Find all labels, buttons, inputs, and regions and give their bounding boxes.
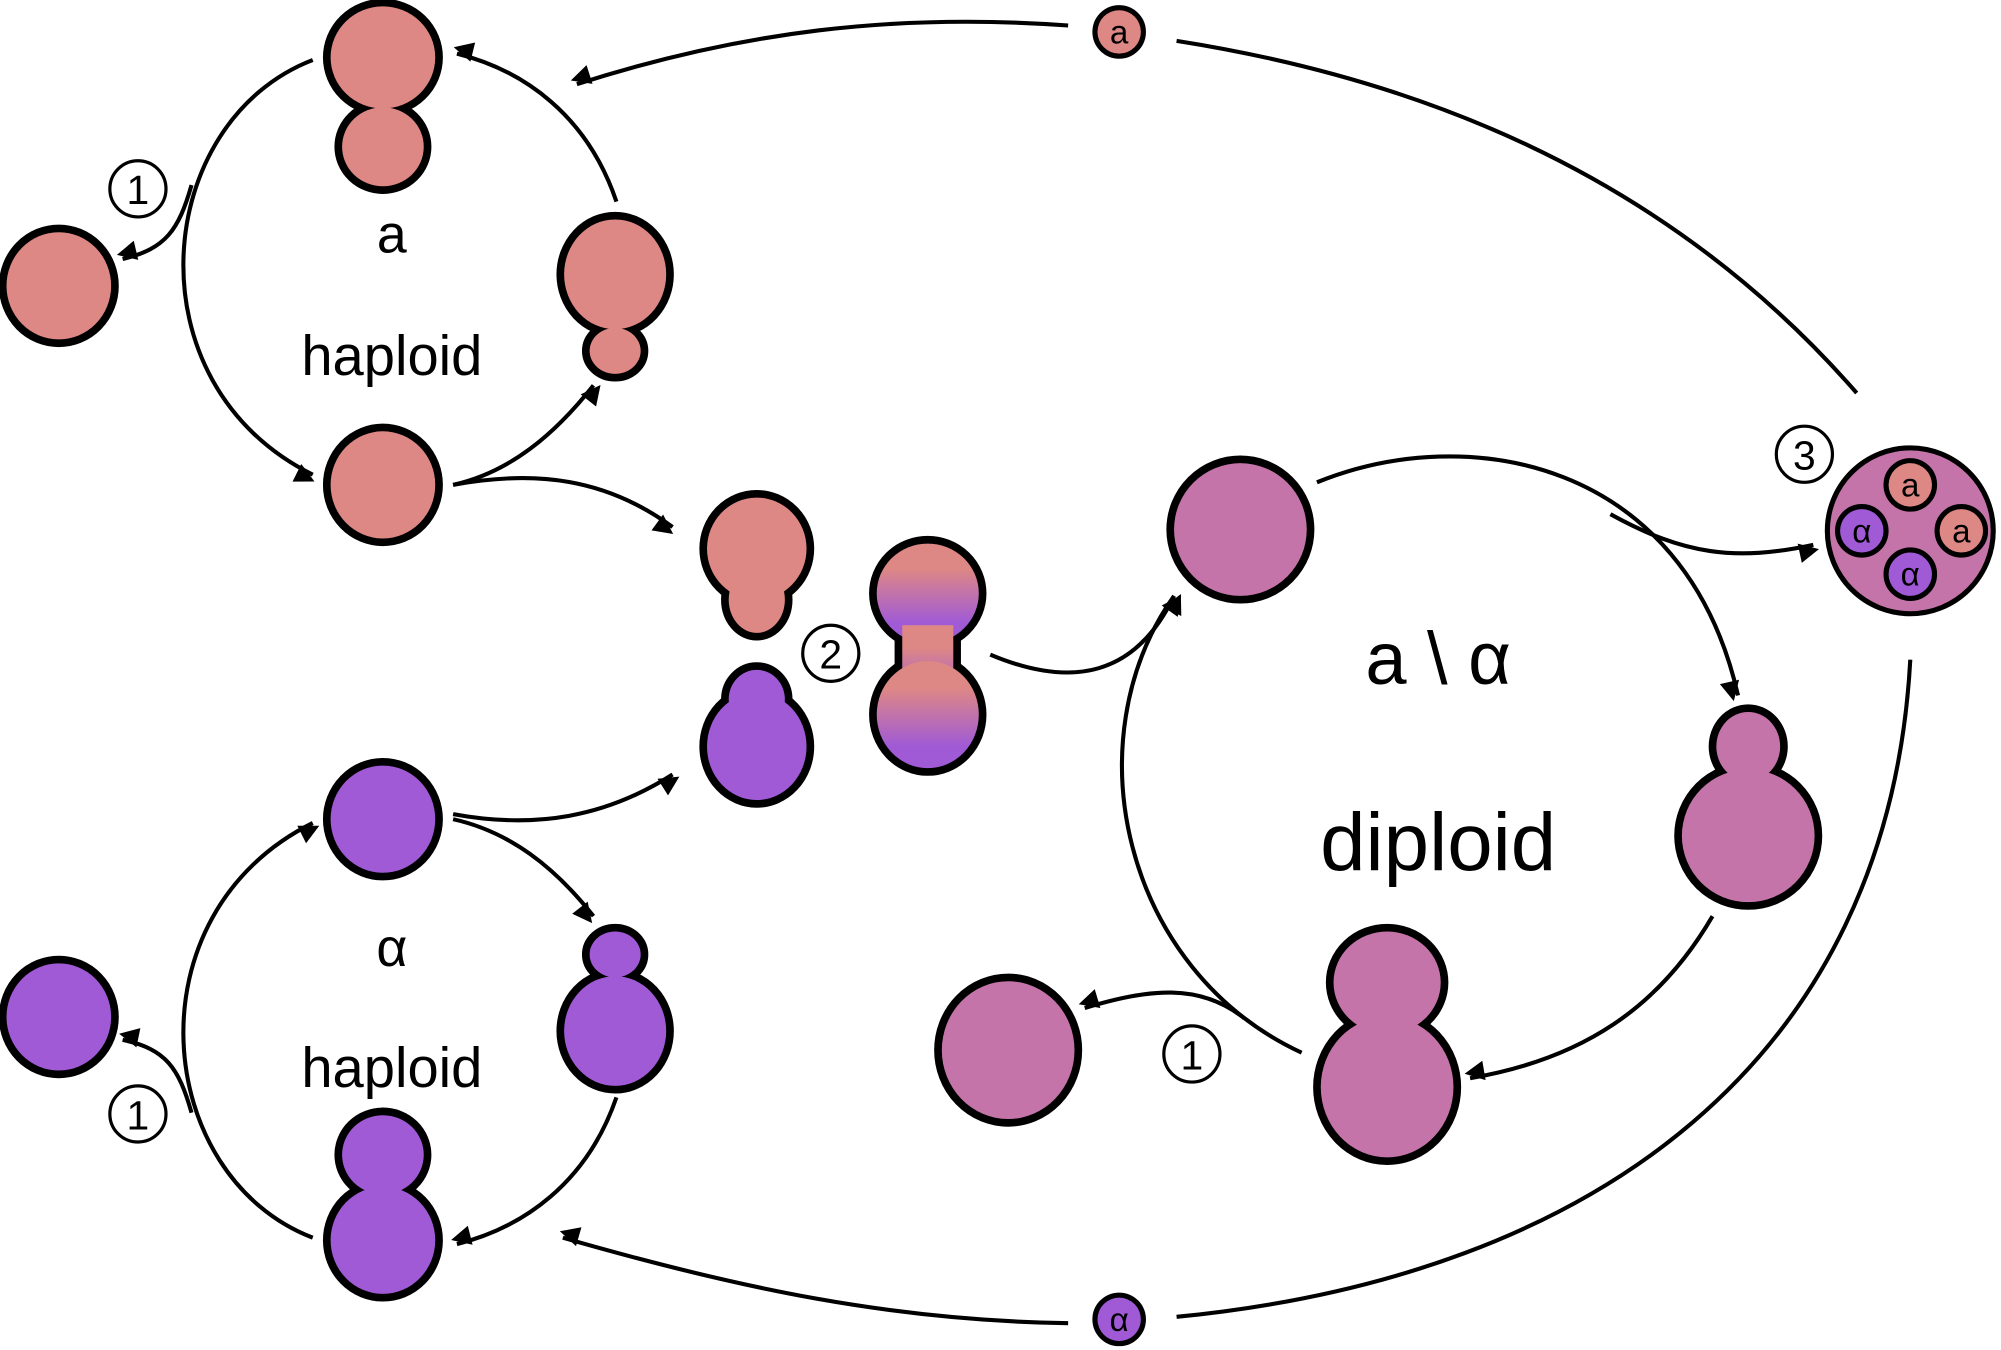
- arrow-diploid-cycle-top: [1316, 454, 1741, 702]
- arrow-alpha-bud: [452, 817, 596, 924]
- arrow-a-cycle-left: [181, 58, 315, 482]
- alpha-mating-type-label: α: [376, 918, 407, 978]
- svg-text:1: 1: [127, 1092, 150, 1138]
- a-cell: [322, 423, 443, 547]
- arrow-alpha-to-mating: [452, 772, 680, 823]
- arrow-a-to-mating: [452, 476, 674, 535]
- tetrad-spore-a: a: [1883, 458, 1938, 512]
- arrow-alpha-release: [119, 1028, 194, 1114]
- tetrad-spore-a: a: [1934, 504, 1989, 558]
- tetrad-spore-alpha: α: [1834, 504, 1889, 558]
- spore-label: a: [1901, 467, 1920, 504]
- arrows: [116, 19, 1913, 1326]
- arrow-a-cycle-right: [453, 42, 619, 203]
- step-1-alpha-budding: 1: [108, 1084, 168, 1144]
- a-shmoo: [699, 489, 815, 641]
- step-3-sporulation: 3: [1774, 424, 1835, 484]
- tetrad-ascus: [1824, 445, 1996, 617]
- a-cell-released: [0, 224, 119, 348]
- arrow-tetrad-to-alpha-spore: [1176, 659, 1913, 1319]
- svg-text:2: 2: [819, 632, 842, 678]
- alpha-cell-budding: [556, 923, 674, 1094]
- alpha-haploid-label: haploid: [301, 1036, 482, 1099]
- arrow-diploid-cycle-right: [1464, 915, 1715, 1081]
- arrow-a-bud: [452, 384, 601, 487]
- a-cell-budding: [556, 211, 674, 382]
- step-1-diploid-budding: 1: [1162, 1024, 1222, 1084]
- spore-label: α: [1110, 1302, 1129, 1339]
- diploid-cell-released: [934, 973, 1083, 1127]
- spore-label: a: [1110, 14, 1129, 51]
- tetrad-spore-alpha: α: [1883, 547, 1938, 601]
- diploid-mating-type-label: a \ α: [1365, 617, 1511, 700]
- free-spore-alpha: α: [1092, 1292, 1146, 1347]
- diploid-label: diploid: [1320, 797, 1556, 888]
- diploid-cell: [1166, 455, 1315, 604]
- spore-label: α: [1852, 513, 1871, 550]
- alpha-cell-dividing: [322, 1107, 443, 1302]
- arrow-alpha-cycle-right: [451, 1096, 619, 1247]
- a-mating-type-label: a: [377, 205, 407, 265]
- a-cell-dividing: [322, 0, 443, 194]
- arrow-diploid-cycle-left: [1120, 594, 1303, 1055]
- svg-text:1: 1: [1181, 1032, 1204, 1078]
- arrow-diploid-release: [1078, 989, 1246, 1020]
- step-1-a-budding: 1: [108, 159, 168, 219]
- spore-label: α: [1901, 557, 1920, 594]
- arrow-a-release: [116, 184, 194, 262]
- arrow-tetrad-to-a-spore: [1176, 38, 1859, 395]
- arrow-zygote-to-diploid: [989, 594, 1182, 675]
- arrow-alpha-spore-to-alpha-cycle: [559, 1227, 1069, 1326]
- zygote: [869, 535, 987, 776]
- svg-text:3: 3: [1793, 433, 1816, 479]
- spore-label: a: [1952, 513, 1971, 550]
- alpha-cell: [322, 757, 443, 881]
- a-haploid-label: haploid: [301, 324, 482, 387]
- diploid-cell-dividing: [1313, 923, 1462, 1165]
- step-2-mating: 2: [801, 623, 861, 683]
- arrow-a-spore-to-a-cycle: [570, 19, 1069, 87]
- alpha-cell-released: [0, 955, 119, 1079]
- arrow-alpha-cycle-left: [181, 821, 320, 1240]
- svg-text:1: 1: [127, 167, 150, 213]
- diploid-cell-budding: [1674, 704, 1823, 910]
- arrow-diploid-to-tetrad: [1609, 512, 1819, 563]
- alpha-shmoo: [699, 662, 815, 808]
- free-spore-a: a: [1092, 5, 1146, 59]
